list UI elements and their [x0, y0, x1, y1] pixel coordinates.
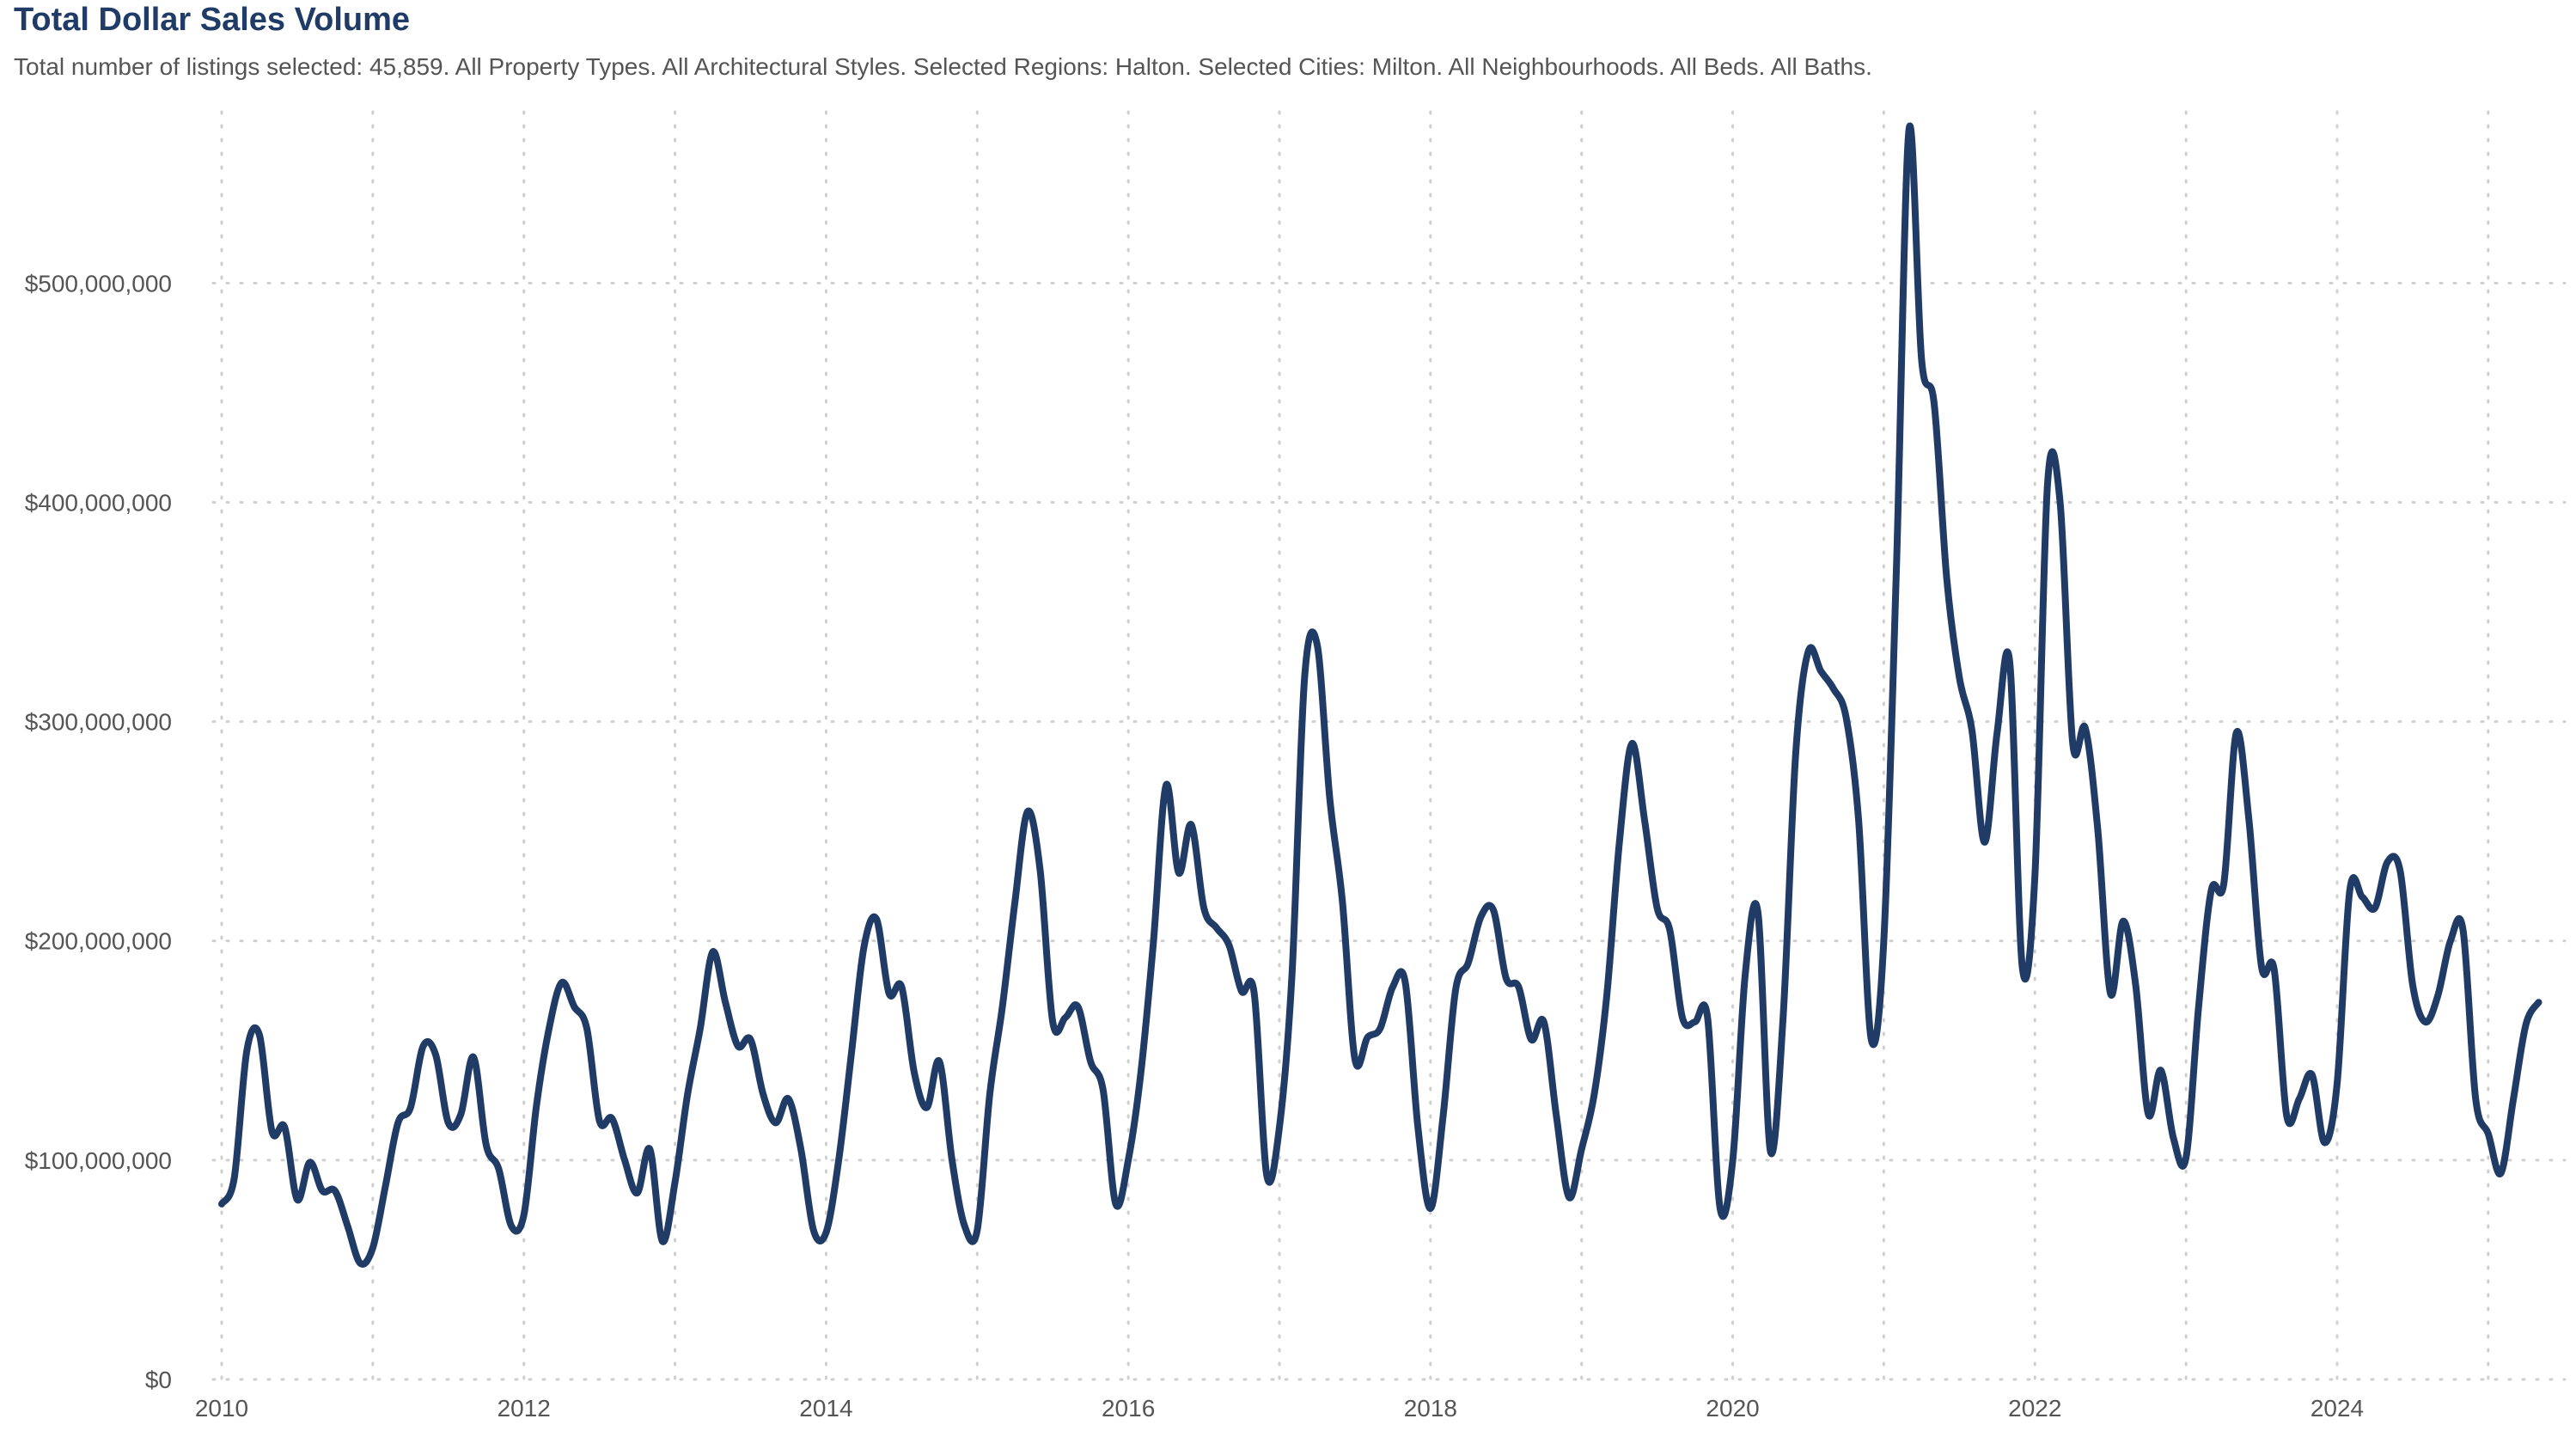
x-tick-label: 2022 — [2008, 1395, 2061, 1422]
y-tick-label: $400,000,000 — [25, 489, 172, 516]
x-tick-label: 2020 — [1706, 1395, 1759, 1422]
x-tick-label: 2024 — [2310, 1395, 2364, 1422]
series-layer — [218, 122, 2542, 1268]
x-tick-label: 2018 — [1404, 1395, 1457, 1422]
y-tick-label: $100,000,000 — [25, 1147, 172, 1174]
tick-label-layer: $0 $100,000,000 $200,000,000 $300,000,000 $4… — [25, 270, 2364, 1422]
chart-subtitle: Total number of listings selected: 45,85… — [14, 53, 1872, 80]
sales-volume-series-line — [218, 122, 2542, 1268]
x-tick-label: 2010 — [195, 1395, 248, 1422]
grid-layer — [211, 110, 2567, 1381]
x-tick-label: 2016 — [1102, 1395, 1155, 1422]
x-tick-label: 2012 — [497, 1395, 551, 1422]
y-tick-label: $200,000,000 — [25, 928, 172, 955]
x-tick-label: 2014 — [799, 1395, 852, 1422]
y-tick-label: $300,000,000 — [25, 709, 172, 736]
chart-title: Total Dollar Sales Volume — [14, 2, 411, 38]
y-tick-label: $0 — [145, 1367, 172, 1393]
y-tick-label: $500,000,000 — [25, 270, 172, 297]
